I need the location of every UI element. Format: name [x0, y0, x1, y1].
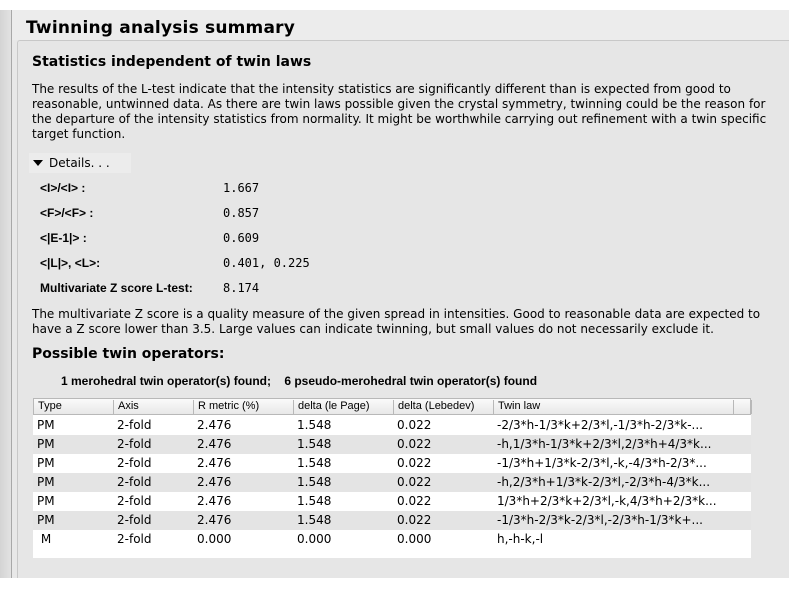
table-row[interactable]: PM 2-fold 2.476 1.548 0.022 -h,1/3*h-1/3*k+2/… [33, 435, 751, 454]
table-cell: PM [37, 418, 55, 432]
stat-value: 1.667 [223, 181, 260, 195]
table-cell: 1.548 [297, 513, 332, 527]
table-cell: 0.022 [397, 475, 432, 489]
table-cell: h,-h-k,-l [497, 532, 544, 546]
column-header[interactable]: R metric (%) [194, 400, 294, 414]
table-cell: 2.476 [197, 475, 232, 489]
summary-group: Statistics independent of twin laws The … [17, 40, 789, 578]
stat-label: <|E-1|> : [40, 231, 87, 245]
table-cell: 0.000 [197, 532, 232, 546]
column-header[interactable]: delta (Lebedev) [394, 400, 494, 414]
table-row[interactable]: M 2-fold 0.000 0.000 0.000 h,-h-k,-l [33, 530, 751, 549]
sidebar-edge [0, 10, 12, 578]
table-cell: -1/3*h+1/3*k-2/3*l,-k,-4/3*h-2/3*... [497, 456, 707, 470]
table-cell: -1/3*h-2/3*k-2/3*l,-2/3*h-1/3*k+... [497, 513, 703, 527]
table-cell: 1.548 [297, 494, 332, 508]
table-cell: 0.000 [297, 532, 332, 546]
table-cell: -h,2/3*h+1/3*k-2/3*l,-2/3*h-4/3*k... [497, 475, 711, 489]
table-cell: 0.000 [397, 532, 432, 546]
table-cell: 0.022 [397, 456, 432, 470]
table-cell: PM [37, 494, 55, 508]
table-cell: 1.548 [297, 475, 332, 489]
table-cell: 2.476 [197, 494, 232, 508]
stat-value: 0.857 [223, 206, 260, 220]
section-heading-twin-operators: Possible twin operators: [32, 346, 225, 362]
table-cell: 0.022 [397, 494, 432, 508]
table-cell: 1/3*h+2/3*k+2/3*l,-k,4/3*h+2/3*k... [497, 494, 717, 508]
table-cell: -2/3*h-1/3*k+2/3*l,-1/3*h-2/3*k-... [497, 418, 703, 432]
stat-label: Multivariate Z score L-test: [40, 281, 193, 295]
page-title: Twinning analysis summary [26, 18, 296, 38]
table-cell: 2.476 [197, 513, 232, 527]
column-header[interactable] [734, 400, 752, 414]
table-cell: 2-fold [117, 437, 152, 451]
table-cell: 0.022 [397, 513, 432, 527]
table-cell: 2-fold [117, 418, 152, 432]
table-cell: 1.548 [297, 437, 332, 451]
table-cell: 0.022 [397, 418, 432, 432]
stat-label: <I>/<I> : [40, 181, 86, 195]
table-cell: 2-fold [117, 494, 152, 508]
column-header[interactable]: Type [34, 400, 114, 414]
twin-operator-summary: 1 merohedral twin operator(s) found; 6 p… [61, 374, 538, 388]
table-cell: 2.476 [197, 456, 232, 470]
stat-value: 0.609 [223, 231, 260, 245]
table-cell: 0.022 [397, 437, 432, 451]
table-cell: PM [37, 456, 55, 470]
table-cell: 2.476 [197, 418, 232, 432]
table-cell: 1.548 [297, 418, 332, 432]
table-cell: 1.548 [297, 456, 332, 470]
table-cell: PM [37, 513, 55, 527]
table-row[interactable]: PM 2-fold 2.476 1.548 0.022 1/3*h+2/3*k+2/3*l… [33, 492, 751, 511]
column-header[interactable]: delta (le Page) [294, 400, 394, 414]
table-cell: M [37, 532, 52, 546]
table-row[interactable]: PM 2-fold 2.476 1.548 0.022 -h,2/3*h+1/3*k-2/… [33, 473, 751, 492]
column-header[interactable]: Axis [114, 400, 194, 414]
stat-label: <|L|>, <L>: [40, 256, 101, 270]
twin-operators-table: Type Axis R metric (%) delta (le Page) delta… [33, 398, 752, 558]
zscore-description: The multivariate Z score is a quality me… [32, 307, 761, 336]
stat-value: 8.174 [223, 281, 260, 295]
table-row[interactable]: PM 2-fold 2.476 1.548 0.022 -1/3*h+1/3*k-2/3*… [33, 454, 751, 473]
table-cell: PM [37, 437, 55, 451]
details-label: Details. . . [49, 156, 110, 170]
table-cell: 2-fold [117, 456, 152, 470]
details-toggle[interactable]: Details. . . [29, 153, 131, 173]
table-header: Type Axis R metric (%) delta (le Page) delta… [33, 398, 752, 415]
table-row[interactable]: PM 2-fold 2.476 1.548 0.022 -2/3*h-1/3*k+2/3*… [33, 416, 751, 435]
table-cell: -h,1/3*h-1/3*k+2/3*l,2/3*h+4/3*k... [497, 437, 712, 451]
table-row[interactable]: PM 2-fold 2.476 1.548 0.022 -1/3*h-2/3*k-2/3*… [33, 511, 751, 530]
twinning-summary-panel: Twinning analysis summary Statistics ind… [12, 10, 789, 578]
table-cell: 2-fold [117, 513, 152, 527]
stat-value: 0.401, 0.225 [223, 256, 310, 270]
disclosure-triangle-icon [33, 160, 43, 166]
table-cell: 2-fold [117, 475, 152, 489]
table-cell: 2.476 [197, 437, 232, 451]
table-cell: 2-fold [117, 532, 152, 546]
ltest-description: The results of the L-test indicate that … [32, 82, 767, 141]
column-header[interactable]: Twin law [494, 400, 734, 414]
stat-label: <F>/<F> : [40, 206, 94, 220]
title-bar: Twinning analysis summary [12, 10, 789, 40]
section-heading-statistics: Statistics independent of twin laws [32, 54, 312, 70]
table-cell: PM [37, 475, 55, 489]
